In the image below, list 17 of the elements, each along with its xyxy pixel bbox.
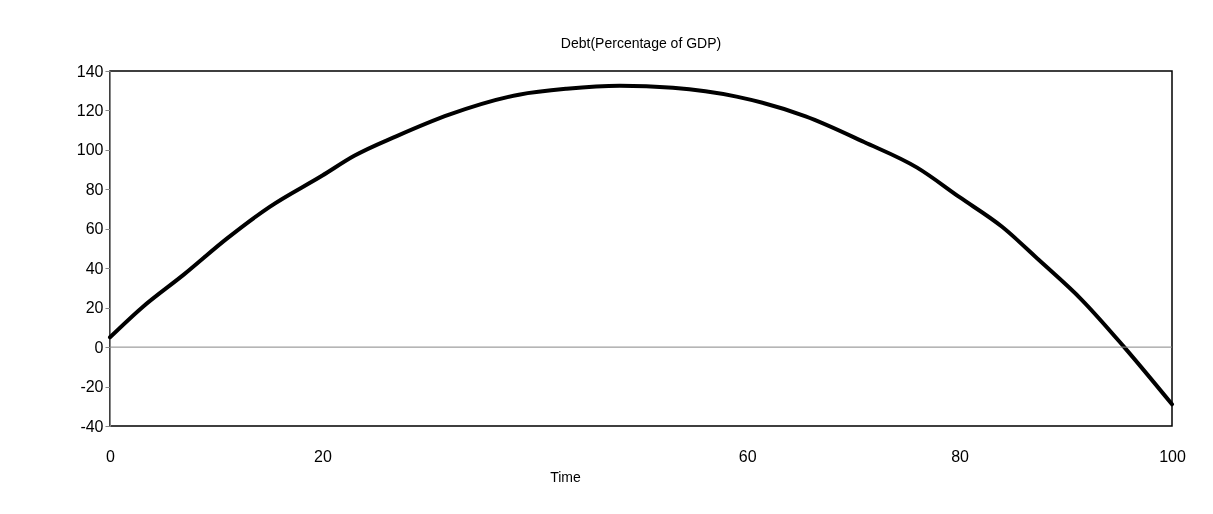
y-tick-label: 100 xyxy=(76,141,104,159)
y-tick-label: 40 xyxy=(85,259,104,277)
x-tick-label: 100 xyxy=(1159,447,1186,465)
x-tick-label: 20 xyxy=(314,447,332,465)
y-tick-label: -20 xyxy=(80,378,104,396)
y-tick-label: 80 xyxy=(85,180,104,198)
chart-title: Debt(Percentage of GDP) xyxy=(560,35,722,51)
y-tick-label: 0 xyxy=(94,338,104,356)
x-tick-label: 60 xyxy=(738,447,757,465)
y-tick-label: 20 xyxy=(85,299,104,317)
x-tick-label: 0 xyxy=(106,447,116,465)
y-tick-label: 120 xyxy=(76,101,104,119)
x-axis-title: Time xyxy=(550,468,582,485)
x-tick-label: 80 xyxy=(951,447,970,465)
y-tick-label: 140 xyxy=(76,62,104,80)
y-tick-label: -40 xyxy=(80,417,104,435)
y-tick-label: 60 xyxy=(85,220,104,238)
